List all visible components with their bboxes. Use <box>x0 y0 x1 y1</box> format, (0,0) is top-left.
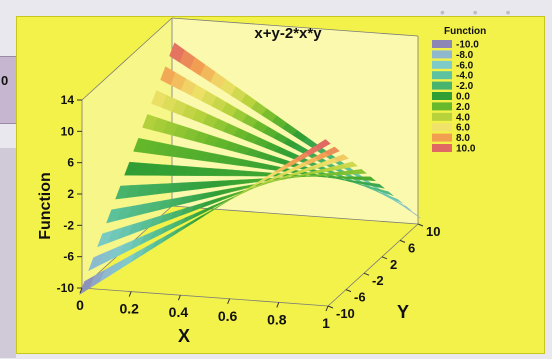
y-tick <box>381 256 388 260</box>
legend-label: -2.0 <box>456 81 474 92</box>
z-tick-label: -2 <box>63 218 74 232</box>
surface-patch <box>323 146 340 156</box>
legend-label: 0.0 <box>456 92 470 103</box>
x-tick <box>276 302 280 308</box>
surface-ribbon <box>115 169 368 200</box>
left-panel-edge <box>0 148 16 358</box>
surface-ribbon <box>79 139 331 296</box>
y-tick-label: 2 <box>390 257 397 272</box>
x-tick-label: 0.4 <box>169 304 189 320</box>
legend-label: -10.0 <box>456 40 479 51</box>
legend-swatch <box>432 71 452 80</box>
z-tick-label: -10 <box>57 281 75 295</box>
legend-swatch <box>432 60 452 69</box>
legend-label: 8.0 <box>456 133 470 144</box>
legend-swatch <box>432 40 452 48</box>
legend-label: -6.0 <box>456 60 474 71</box>
x-tick <box>227 298 231 304</box>
z-tick-label: 14 <box>61 93 75 107</box>
surface-patch <box>332 154 349 162</box>
surface-ribbon <box>124 161 377 182</box>
y-tick <box>363 272 370 276</box>
legend-swatch <box>432 112 452 121</box>
surface-patch <box>405 207 421 219</box>
surface-ribbon <box>97 154 349 248</box>
plot-box-edge <box>171 205 419 225</box>
x-tick-label: 0.2 <box>119 301 139 317</box>
legend-title: Function <box>444 26 486 37</box>
legend: Function -10.0-8.0-6.0-4.0-2.00.02.04.06… <box>432 26 486 155</box>
legend-label: 6.0 <box>456 123 470 134</box>
surface-patch <box>387 195 403 204</box>
chart-window: 14 10 6 2 -2 -6 -10 0 0.2 0.4 0.6 0.8 1 -10 -6 -2 2 6 10 x… <box>15 15 546 355</box>
legend-label: -8.0 <box>456 50 474 61</box>
y-tick <box>327 305 334 309</box>
z-tick-label: 6 <box>67 156 74 170</box>
legend-swatch <box>432 133 452 142</box>
legend-label: 2.0 <box>456 102 470 113</box>
surface-ribbon <box>151 90 403 204</box>
surface-patch <box>350 169 368 175</box>
legend-swatch <box>432 144 452 152</box>
plot-box-edge <box>171 17 419 37</box>
y-tick <box>399 239 406 243</box>
z-tick-label: 10 <box>61 124 75 138</box>
y-tick-label: 10 <box>426 224 440 239</box>
y-tick-label: -10 <box>336 306 355 321</box>
y-tick-label: -6 <box>354 290 366 305</box>
x-axis-label: X <box>178 326 190 346</box>
z-tick-label: 2 <box>67 187 74 201</box>
legend-label: 4.0 <box>456 112 470 123</box>
z-axis-label: Function <box>37 172 54 240</box>
legend-swatch <box>432 50 452 59</box>
legend-swatch <box>432 102 452 111</box>
chart-title: x+y-2*x*y <box>254 25 322 42</box>
x-tick <box>325 305 329 312</box>
plot-box-edge <box>81 17 173 101</box>
left-panel-tab-text: 0 <box>1 73 9 88</box>
legend-label: -4.0 <box>456 71 474 82</box>
legend-swatch <box>432 81 452 90</box>
y-tick <box>345 289 352 293</box>
x-tick-label: 0.8 <box>267 311 287 327</box>
y-tick <box>417 223 424 227</box>
surface-patch <box>396 201 412 211</box>
surface-patch <box>359 176 377 182</box>
surface-ribbon <box>88 146 340 272</box>
legend-swatch <box>432 92 452 100</box>
x-tick <box>177 295 181 301</box>
surface-ribbon <box>133 137 385 189</box>
x-tick <box>79 287 83 294</box>
surface-patch <box>341 161 358 169</box>
x-tick <box>128 291 132 297</box>
plot-box-edge <box>327 223 419 307</box>
surface-patch <box>314 139 331 150</box>
legend-label: 10.0 <box>456 144 476 155</box>
x-tick-label: 1 <box>322 315 330 331</box>
y-tick-label: 6 <box>408 240 415 255</box>
legend-swatch <box>432 123 452 132</box>
y-tick-label: -2 <box>372 273 384 288</box>
x-tick-label: 0.6 <box>218 308 238 324</box>
z-tick-label: -6 <box>63 250 74 264</box>
surface-ribbons <box>79 42 421 296</box>
surface-patch <box>369 182 385 189</box>
plot-box-edge <box>81 287 329 307</box>
surface-patch <box>378 188 394 196</box>
y-axis-label: Y <box>397 302 409 322</box>
x-tick-label: 0 <box>76 297 84 313</box>
surface-ribbon <box>106 161 358 224</box>
